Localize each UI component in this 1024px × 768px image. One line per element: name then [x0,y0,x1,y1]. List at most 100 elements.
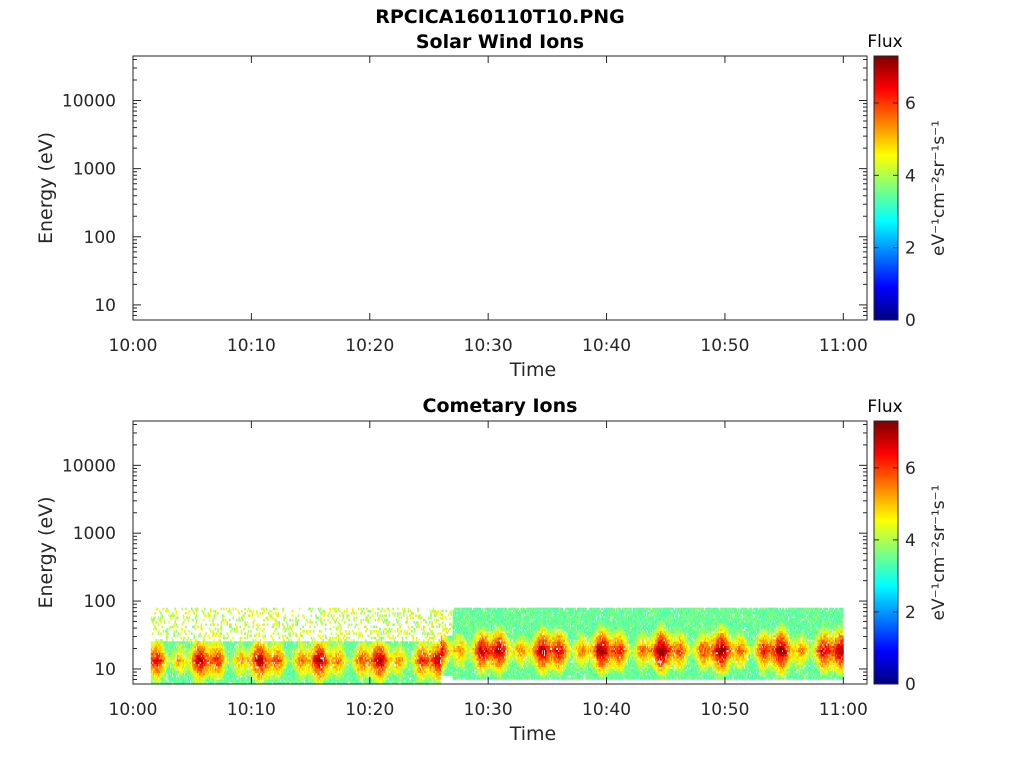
heatmap-cell [402,663,405,667]
heatmap-cell [430,666,432,669]
heatmap-cell [302,666,304,669]
heatmap-cell [368,654,371,658]
heatmap-cell [371,625,373,629]
heatmap-cell [339,661,341,664]
heatmap-cell [225,666,227,669]
heatmap-cell [181,643,184,647]
heatmap-cell [397,670,399,673]
heatmap-cell [226,632,229,635]
heatmap-cell [179,681,181,685]
heatmap-cell [162,668,165,671]
heatmap-cell [288,661,290,664]
heatmap-cell [223,670,225,673]
heatmap-cell [373,677,375,680]
heatmap-cell [375,625,378,629]
heatmap-cell [347,614,349,617]
heatmap-cell [211,677,213,680]
heatmap-cell [352,645,354,649]
heatmap-cell [353,661,355,664]
heatmap-cell [159,668,161,671]
heatmap-cell [348,623,351,626]
heatmap-cell [218,670,220,673]
heatmap-cell [285,670,288,673]
heatmap-cell [372,654,374,658]
heatmap-cell [237,663,239,667]
heatmap-cell [368,650,371,653]
heatmap-cell [304,675,307,678]
heatmap-cell [166,666,168,669]
heatmap-cell [172,666,174,669]
heatmap-cell [187,661,190,664]
heatmap-cell [213,645,216,649]
heatmap-cell [230,668,232,671]
heatmap-cell [385,670,387,673]
heatmap-cell [318,677,321,680]
heatmap-cell [260,666,263,669]
heatmap-cell [388,614,391,617]
heatmap-cell [294,679,296,682]
heatmap-cell [233,679,236,682]
heatmap-cell [185,672,187,676]
heatmap-cell [207,614,210,617]
heatmap-cell [406,677,409,680]
heatmap-cell [423,630,425,633]
heatmap-cell [286,636,289,640]
heatmap-cell [404,677,406,680]
heatmap-cell [404,663,406,667]
heatmap-cell [426,679,429,682]
heatmap-cell [170,663,173,667]
heatmap-cell [175,661,178,664]
heatmap-cell [286,659,289,662]
heatmap-cell [230,652,232,656]
heatmap-cell [155,639,158,642]
heatmap-cell [237,661,239,664]
heatmap-cell [214,652,217,656]
heatmap-cell [331,607,334,611]
heatmap-cell [157,650,160,653]
heatmap-cell [220,625,223,629]
heatmap-cell [239,668,242,671]
heatmap-cell [250,630,252,633]
heatmap-cell [360,668,362,671]
heatmap-cell [430,659,432,662]
heatmap-cell [343,659,346,662]
heatmap-cell [185,643,187,647]
heatmap-cell [283,675,285,678]
heatmap-cell [413,652,416,656]
heatmap-cell [281,670,283,673]
heatmap-cell [167,650,169,653]
heatmap-cell [429,668,431,671]
heatmap-cell [236,666,238,669]
heatmap-cell [182,636,185,640]
heatmap-cell [303,648,306,651]
heatmap-cell [384,675,386,678]
heatmap-cell [192,643,194,647]
heatmap-cell [417,679,419,682]
heatmap-cell [169,643,172,647]
heatmap-cell [179,641,181,644]
heatmap-cell [213,675,216,678]
heatmap-cell [236,641,238,644]
heatmap-cell [337,659,340,662]
heatmap-cell [249,675,251,678]
heatmap-cell [310,652,313,656]
heatmap-cell [406,672,409,676]
heatmap-cell [194,654,197,658]
heatmap-cell [394,643,397,647]
heatmap-cell [185,652,187,656]
heatmap-cell [160,645,162,649]
heatmap-cell [421,675,424,678]
heatmap-cell [297,670,300,673]
heatmap-cell [244,652,246,656]
heatmap-cell [412,643,414,647]
heatmap-cell [348,645,351,649]
heatmap-cell [247,645,250,649]
heatmap-cell [198,641,200,644]
heatmap-cell [272,623,275,626]
heatmap-cell [200,645,203,649]
heatmap-cell [378,668,380,671]
heatmap-cell [198,650,200,653]
x-ticks: 10:00 10:10 10:20 10:30 10:40 10:50 11:00 [109,56,868,356]
heatmap-cell [285,627,288,631]
